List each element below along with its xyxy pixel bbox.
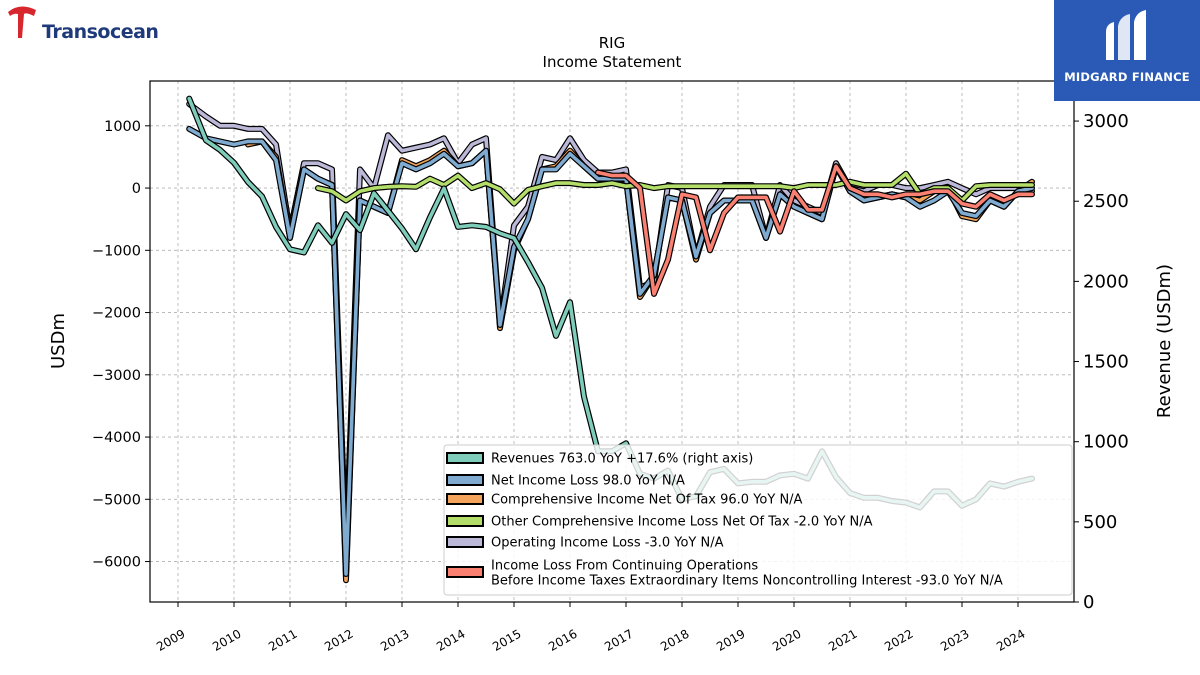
legend-label: Operating Income Loss -3.0 YoY N/A — [491, 536, 724, 551]
legend-label: Income Loss From Continuing Operations — [491, 559, 758, 574]
midgard-wordmark: MIDGARD FINANCE — [1064, 70, 1190, 84]
legend-label: Before Income Taxes Extraordinary Items … — [491, 574, 1003, 589]
chart-title: RIG — [599, 34, 625, 52]
midgard-finance-logo: MIDGARD FINANCE — [1054, 0, 1200, 101]
transocean-logo: Transocean — [6, 4, 186, 46]
legend-label: Other Comprehensive Income Loss Net Of T… — [491, 515, 873, 530]
series-line-income-loss-from-continuing-operations-before-income-taxes-extraordinary-items-noncontrolling-interest — [596, 164, 1034, 296]
legend-box — [443, 444, 1073, 596]
legend-label: Net Income Loss 98.0 YoY N/A — [491, 474, 685, 489]
x-tick-label: 2020 — [770, 627, 803, 654]
series-line-net-income-loss — [187, 127, 1034, 576]
x-tick-label: 2016 — [546, 627, 579, 654]
y-tick-label-left: 0 — [132, 181, 141, 197]
x-tick-label: 2011 — [266, 627, 299, 654]
legend-swatch — [446, 536, 484, 548]
y-tick-label-left: −6000 — [92, 555, 141, 571]
transocean-wordmark: Transocean — [42, 21, 159, 43]
chart-subtitle: Income Statement — [543, 53, 682, 71]
y-axis-label-left: USDm — [48, 313, 69, 369]
transocean-t-icon — [8, 6, 36, 38]
y-tick-label-right: 3000 — [1083, 111, 1129, 132]
legend-swatch — [446, 566, 484, 578]
series-line-other-comprehensive-income-loss-net-of-tax — [316, 171, 1034, 206]
y-tick-label-right: 0 — [1083, 592, 1094, 613]
x-tick-label: 2012 — [322, 627, 355, 654]
x-tick-label: 2021 — [826, 627, 859, 654]
legend-label: Revenues 763.0 YoY +17.6% (right axis) — [491, 452, 753, 467]
y-axis-label-right: Revenue (USDm) — [1154, 264, 1175, 418]
y-tick-label-right: 1000 — [1083, 432, 1129, 453]
legend-swatch — [446, 493, 484, 505]
x-tick-label: 2023 — [938, 627, 971, 654]
x-tick-label: 2009 — [154, 627, 187, 654]
y-tick-label-left: −3000 — [92, 368, 141, 384]
y-tick-label-right: 500 — [1083, 512, 1117, 533]
series-layer — [186, 95, 1035, 584]
legend-label: Comprehensive Income Net Of Tax 96.0 YoY… — [491, 493, 803, 508]
x-tick-label: 2017 — [602, 627, 635, 654]
x-tick-label: 2010 — [210, 627, 243, 654]
y-tick-label-right: 2500 — [1083, 191, 1129, 212]
y-tick-label-left: −5000 — [92, 492, 141, 508]
x-tick-label: 2019 — [714, 627, 747, 654]
y-tick-label-right: 1500 — [1083, 352, 1129, 373]
legend-swatch — [446, 452, 484, 464]
y-tick-label-left: 1000 — [104, 119, 141, 135]
x-tick-label: 2015 — [490, 627, 523, 654]
x-tick-label: 2018 — [658, 627, 691, 654]
x-tick-label: 2024 — [994, 627, 1027, 654]
legend-swatch — [446, 474, 484, 486]
legend: Revenues 763.0 YoY +17.6% (right axis) Ne… — [443, 444, 1073, 596]
x-tick-label: 2013 — [378, 627, 411, 654]
midgard-emblem-icon — [1106, 10, 1146, 60]
y-tick-label-left: −4000 — [92, 430, 141, 446]
legend-swatch — [446, 515, 484, 527]
x-tick-label: 2022 — [882, 627, 915, 654]
y-tick-label-left: −2000 — [92, 306, 141, 322]
y-tick-label-right: 2000 — [1083, 271, 1129, 292]
x-tick-label: 2014 — [434, 627, 467, 654]
plot-frame — [149, 80, 1075, 603]
y-tick-label-left: −1000 — [92, 243, 141, 259]
